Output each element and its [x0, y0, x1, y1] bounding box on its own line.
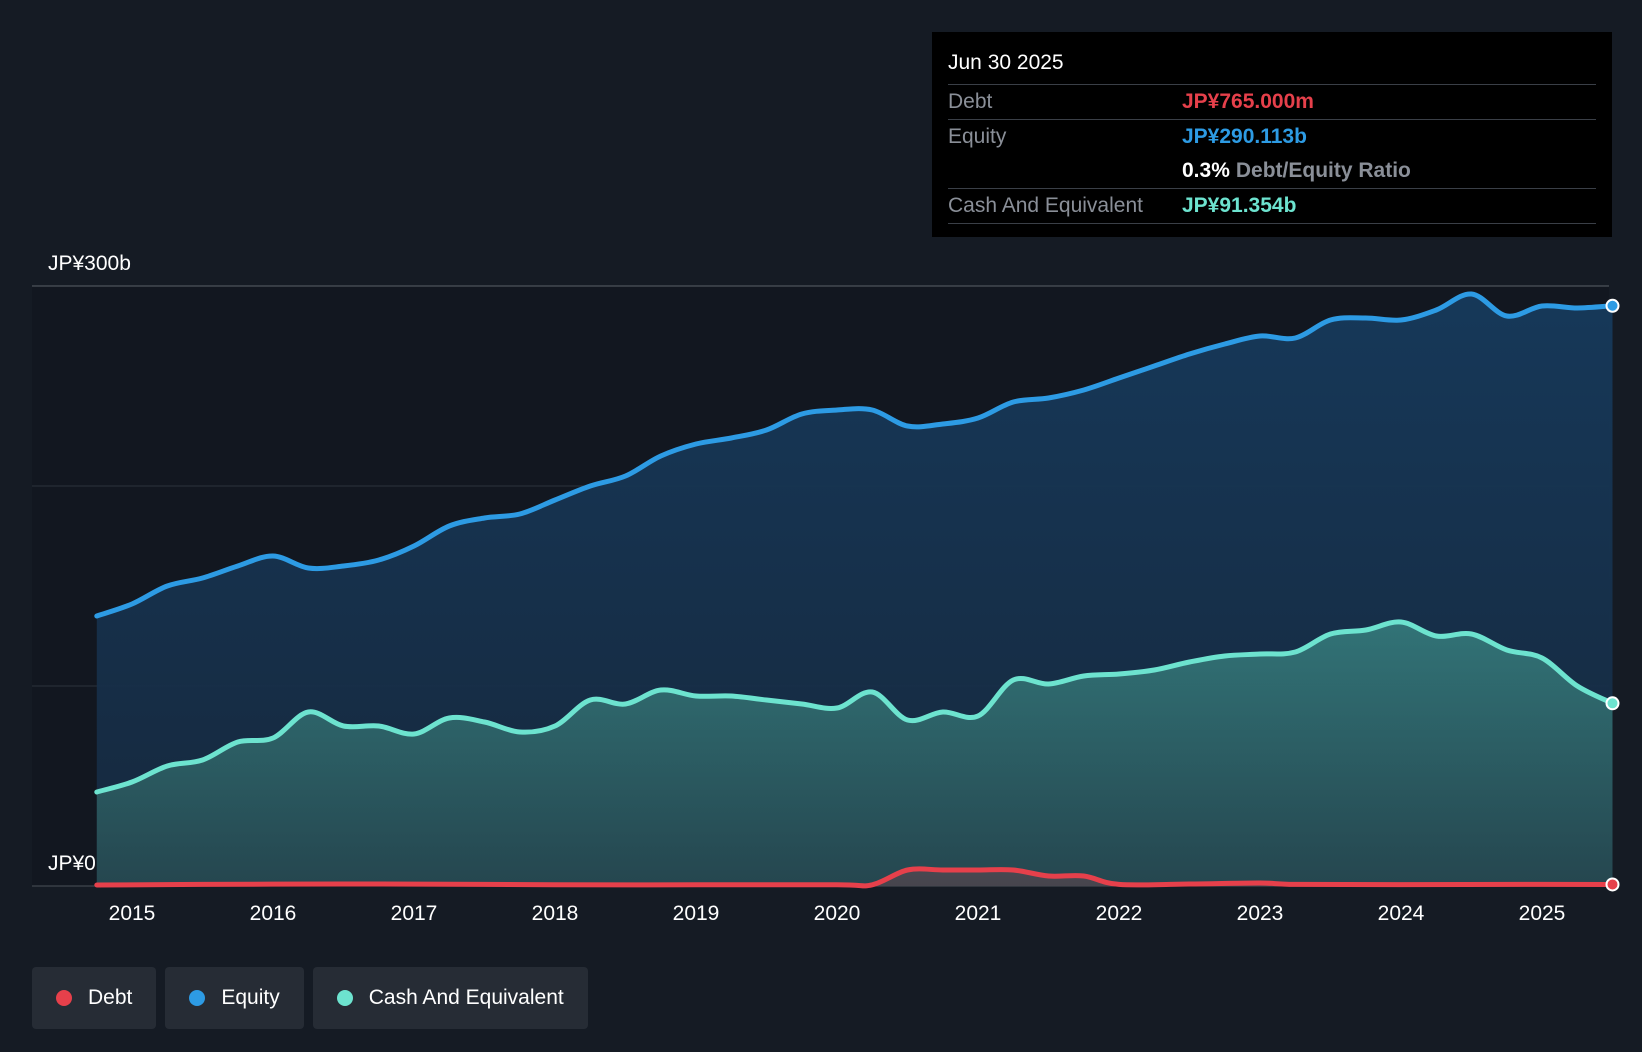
- x-tick-label: 2019: [673, 902, 720, 925]
- cash-and-equivalent-line: [94, 619, 1615, 795]
- x-tick-label: 2022: [1096, 902, 1143, 925]
- x-tick-label: 2021: [955, 902, 1002, 925]
- tooltip-cash-label: Cash And Equivalent: [948, 194, 1143, 217]
- tooltip-equity-row: Equity JP¥290.113b: [948, 120, 1596, 154]
- tooltip-cash-value: JP¥91.354b: [1182, 194, 1297, 217]
- x-tick-label: 2015: [109, 902, 156, 925]
- debt-line: [94, 866, 1615, 889]
- tooltip-equity-label: Equity: [948, 125, 1007, 148]
- tooltip-equity-value: JP¥290.113b: [1182, 125, 1307, 148]
- tooltip-ratio-value: 0.3%: [1182, 159, 1230, 182]
- legend-item-equity[interactable]: Equity: [165, 967, 304, 1029]
- x-tick-label: 2017: [391, 902, 438, 925]
- chart-legend: Debt Equity Cash And Equivalent: [32, 967, 588, 1029]
- equity-end-marker[interactable]: [1605, 298, 1620, 313]
- y-axis-label: JP¥0: [48, 852, 96, 875]
- tooltip-ratio-row: 0.3% Debt/Equity Ratio: [948, 154, 1596, 189]
- cash-and-equivalent-end-marker[interactable]: [1605, 696, 1620, 711]
- x-tick-label: 2016: [250, 902, 297, 925]
- tooltip-date: Jun 30 2025: [948, 48, 1596, 85]
- tooltip-ratio-label: Debt/Equity Ratio: [1235, 159, 1411, 182]
- legend-label-debt: Debt: [88, 986, 133, 1009]
- x-tick-label: 2018: [532, 902, 579, 925]
- x-tick-label: 2024: [1378, 902, 1425, 925]
- tooltip-debt-row: Debt JP¥765.000m: [948, 85, 1596, 120]
- legend-dot-cash-icon: [336, 990, 353, 1006]
- legend-item-cash[interactable]: Cash And Equivalent: [312, 967, 588, 1029]
- debt-end-marker[interactable]: [1605, 877, 1620, 892]
- tooltip-debt-label: Debt: [948, 90, 993, 113]
- x-tick-label: 2020: [814, 902, 861, 925]
- tooltip-cash-row: Cash And Equivalent JP¥91.354b: [948, 189, 1596, 224]
- y-axis-label: JP¥300b: [48, 252, 131, 275]
- legend-label-equity: Equity: [221, 986, 280, 1009]
- legend-dot-equity-icon: [189, 990, 206, 1006]
- legend-label-cash: Cash And Equivalent: [368, 986, 564, 1009]
- data-tooltip: Jun 30 2025 Debt JP¥765.000m Equity JP¥2…: [932, 32, 1612, 237]
- tooltip-debt-value: JP¥765.000m: [1182, 90, 1314, 113]
- x-tick-label: 2025: [1519, 902, 1566, 925]
- legend-item-debt[interactable]: Debt: [32, 967, 157, 1029]
- cash-and-equivalent-area: [96, 621, 1613, 886]
- legend-dot-debt-icon: [56, 990, 72, 1006]
- equity-line: [94, 291, 1615, 619]
- x-tick-label: 2023: [1237, 902, 1284, 925]
